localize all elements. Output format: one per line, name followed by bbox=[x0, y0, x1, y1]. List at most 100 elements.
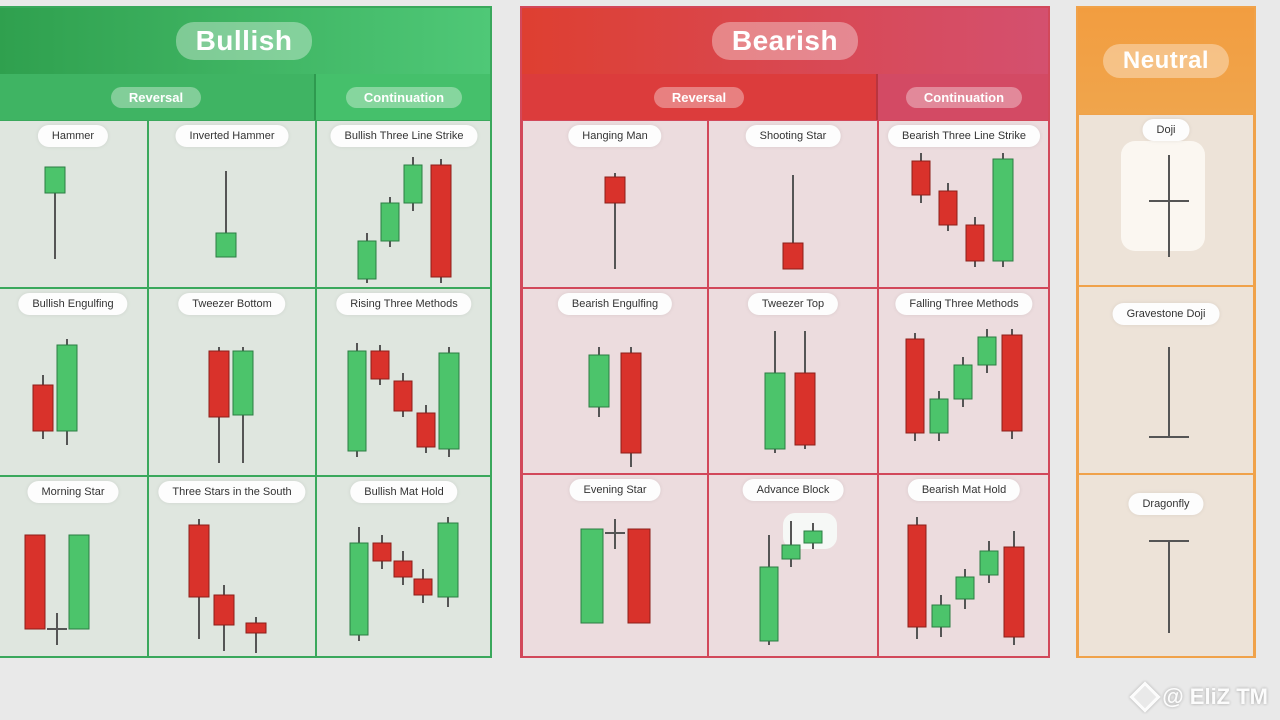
pattern-label: Rising Three Methods bbox=[336, 293, 472, 315]
pattern-label: Dragonfly bbox=[1128, 493, 1204, 515]
pattern-hammer: Hammer bbox=[0, 120, 148, 288]
pattern-rising-three-methods: Rising Three Methods bbox=[316, 288, 490, 476]
bull-candle bbox=[929, 398, 949, 434]
watermark-text: @ EliZ TM bbox=[1162, 684, 1268, 709]
pattern-tweezer-top: Tweezer Top bbox=[708, 288, 878, 474]
highlight-box bbox=[1121, 141, 1205, 251]
bullish-continuation-label: Continuation bbox=[345, 86, 463, 108]
bear-candle bbox=[782, 242, 804, 270]
pattern-label: Gravestone Doji bbox=[1112, 303, 1220, 325]
bull-candle bbox=[357, 240, 377, 280]
bear-candle bbox=[1003, 546, 1025, 638]
hanging-man-chart bbox=[604, 173, 626, 269]
pattern-label: Bearish Mat Hold bbox=[907, 479, 1021, 501]
pattern-label: Shooting Star bbox=[745, 125, 841, 147]
inverted-hammer-chart bbox=[215, 171, 237, 258]
pattern-morning-star: Morning Star bbox=[0, 476, 148, 656]
pattern-bearish-engulfing: Bearish Engulfing bbox=[522, 288, 708, 474]
bullish-engulfing-chart bbox=[32, 339, 78, 445]
bear-candle bbox=[370, 350, 390, 380]
pattern-label: Three Stars in the South bbox=[158, 481, 306, 503]
pattern-doji: Doji bbox=[1078, 114, 1254, 286]
bull-candle bbox=[803, 530, 823, 544]
bullish-reversal-label: Reversal bbox=[110, 86, 202, 108]
bull-candle bbox=[437, 522, 459, 598]
tweezer-top-chart bbox=[764, 331, 816, 453]
bear-candle bbox=[372, 542, 392, 562]
shooting-star-chart bbox=[782, 175, 804, 270]
bull-candle bbox=[979, 550, 999, 576]
pattern-bearish-mat-hold: Bearish Mat Hold bbox=[878, 474, 1048, 656]
bull-candle bbox=[56, 344, 78, 432]
pattern-label: Bullish Three Line Strike bbox=[330, 125, 478, 147]
pattern-inverted-hammer: Inverted Hammer bbox=[148, 120, 316, 288]
pattern-three-stars-in-the-south: Three Stars in the South bbox=[148, 476, 316, 656]
pattern-label: Hanging Man bbox=[568, 125, 662, 147]
bearish-continuation-label: Continuation bbox=[905, 86, 1023, 108]
bear-candle bbox=[413, 578, 433, 596]
bull-candle bbox=[232, 350, 254, 416]
bearish-reversal-header: Reversal bbox=[522, 74, 878, 120]
bear-candle bbox=[905, 338, 925, 434]
bull-candle bbox=[380, 202, 400, 242]
neutral-panel: Neutral Doji Gravestone Doji Dragonfly bbox=[1076, 6, 1256, 658]
morning-star-chart bbox=[24, 534, 90, 645]
bull-candle bbox=[215, 232, 237, 258]
pattern-bearish-three-line-strike: Bearish Three Line Strike bbox=[878, 120, 1048, 288]
bearish-mat-hold-chart bbox=[907, 517, 1025, 645]
bull-candle bbox=[931, 604, 951, 628]
bull-candle bbox=[347, 350, 367, 452]
bear-candle bbox=[24, 534, 46, 630]
bullish-header: Bullish bbox=[0, 8, 490, 74]
dragonfly-chart bbox=[1149, 540, 1189, 633]
bear-candle bbox=[188, 524, 210, 598]
bear-candle bbox=[938, 190, 958, 226]
rising-three-methods-chart bbox=[347, 343, 460, 457]
bull-candle bbox=[992, 158, 1014, 262]
pattern-falling-three-methods: Falling Three Methods bbox=[878, 288, 1048, 474]
neutral-header: Neutral bbox=[1078, 8, 1254, 114]
pattern-advance-block: Advance Block bbox=[708, 474, 878, 656]
pattern-label: Tweezer Top bbox=[747, 293, 839, 315]
pattern-bullish-three-line-strike: Bullish Three Line Strike bbox=[316, 120, 490, 288]
bear-candle bbox=[393, 380, 413, 412]
bearish-title: Bearish bbox=[711, 22, 859, 60]
bear-candle bbox=[430, 164, 452, 278]
falling-three-methods-chart bbox=[905, 329, 1023, 441]
bear-candle bbox=[393, 560, 413, 578]
bull-candle bbox=[68, 534, 90, 630]
bullish-reversal-header: Reversal bbox=[0, 74, 316, 120]
bear-candle bbox=[794, 372, 816, 446]
pattern-label: Inverted Hammer bbox=[175, 125, 289, 147]
bull-candle bbox=[953, 364, 973, 400]
bearish-panel: Bearish Reversal Continuation Hanging Ma… bbox=[520, 6, 1050, 658]
pattern-label: Hammer bbox=[37, 125, 109, 147]
bear-candle bbox=[213, 594, 235, 626]
bull-candle bbox=[580, 528, 604, 624]
bearish-header: Bearish bbox=[522, 8, 1048, 74]
pattern-bullish-engulfing: Bullish Engulfing bbox=[0, 288, 148, 476]
bull-candle bbox=[781, 544, 801, 560]
pattern-tweezer-bottom: Tweezer Bottom bbox=[148, 288, 316, 476]
bearish-continuation-header: Continuation bbox=[878, 74, 1048, 120]
bear-candle bbox=[245, 622, 267, 634]
bull-candle bbox=[955, 576, 975, 600]
bear-candle bbox=[416, 412, 436, 448]
bull-candle bbox=[588, 354, 610, 408]
pattern-label: Bearish Three Line Strike bbox=[888, 125, 1040, 147]
bull-candle bbox=[438, 352, 460, 450]
pattern-bullish-mat-hold: Bullish Mat Hold bbox=[316, 476, 490, 656]
bullish-continuation-header: Continuation bbox=[316, 74, 490, 120]
pattern-label: Evening Star bbox=[569, 479, 661, 501]
pattern-label: Bullish Engulfing bbox=[18, 293, 128, 315]
bear-candle bbox=[911, 160, 931, 196]
pattern-label: Morning Star bbox=[27, 481, 119, 503]
bearish-engulfing-chart bbox=[588, 347, 642, 467]
bear-candle bbox=[604, 176, 626, 204]
bear-candle bbox=[620, 352, 642, 454]
tweezer-bottom-chart bbox=[208, 347, 254, 463]
pattern-evening-star: Evening Star bbox=[522, 474, 708, 656]
pattern-hanging-man: Hanging Man bbox=[522, 120, 708, 288]
bull-candle bbox=[764, 372, 786, 450]
binance-logo-icon bbox=[1129, 681, 1161, 713]
